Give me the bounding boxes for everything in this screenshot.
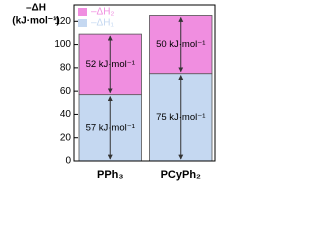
legend-label: –ΔH₂ [91,7,114,18]
chart: –ΔH (kJ·mol⁻¹) 57 kJ·mol⁻¹ 52 kJ·mol⁻¹ PPh… [12,3,216,181]
value-label: 75 kJ·mol⁻¹ [156,112,205,123]
y-axis-label: –ΔH [26,3,46,14]
legend-swatch [78,8,87,16]
y-axis-label: (kJ·mol⁻¹) [12,16,60,27]
value-label: 57 kJ·mol⁻¹ [86,122,135,133]
y-tick-label: 120 [54,16,71,27]
x-tick-label: PCyPh₂ [161,169,201,181]
y-tick-label: 0 [65,156,71,167]
value-label: 50 kJ·mol⁻¹ [156,39,205,50]
value-label: 52 kJ·mol⁻¹ [86,59,135,70]
y-tick-label: 60 [60,86,72,97]
y-tick-label: 80 [60,63,72,74]
legend-swatch [78,19,87,27]
legend-label: –ΔH₁ [91,18,114,29]
x-tick-label: PPh₃ [97,169,123,181]
plot-frame [73,4,216,162]
y-tick-label: 40 [60,109,72,120]
y-tick-label: 100 [54,39,71,50]
y-tick-label: 20 [60,132,72,143]
